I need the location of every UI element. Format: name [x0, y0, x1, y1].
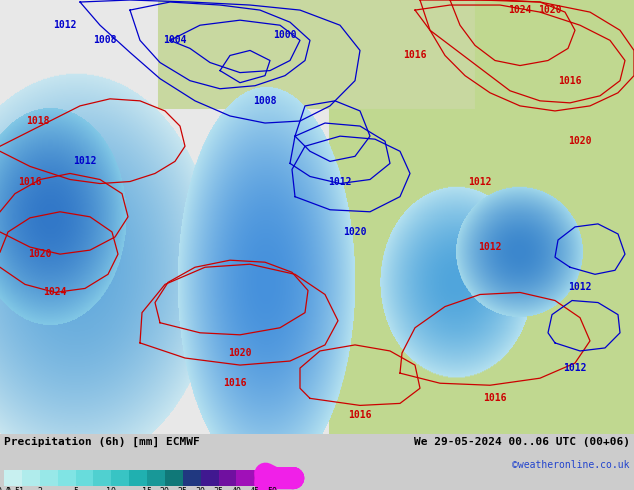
Bar: [183, 470, 200, 486]
Bar: [22, 470, 40, 486]
Text: 1024: 1024: [43, 288, 67, 297]
Text: 1016: 1016: [559, 75, 582, 86]
Text: 2: 2: [37, 487, 42, 490]
Bar: [272, 470, 290, 486]
Text: 1020: 1020: [29, 249, 52, 259]
Text: 20: 20: [160, 487, 170, 490]
Text: 1020: 1020: [568, 136, 592, 146]
Bar: [254, 470, 272, 486]
Text: 30: 30: [196, 487, 205, 490]
Text: 10: 10: [107, 487, 116, 490]
Text: 35: 35: [214, 487, 224, 490]
Text: ©weatheronline.co.uk: ©weatheronline.co.uk: [512, 460, 630, 470]
Text: 1004: 1004: [163, 35, 187, 46]
Text: 1012: 1012: [478, 242, 501, 252]
Bar: [40, 470, 58, 486]
Text: 1012: 1012: [328, 176, 352, 187]
Text: 5: 5: [73, 487, 78, 490]
Text: 1016: 1016: [223, 378, 247, 388]
Text: 50: 50: [267, 487, 277, 490]
Bar: [93, 470, 111, 486]
Text: 15: 15: [142, 487, 152, 490]
Text: 1012: 1012: [469, 176, 492, 187]
Bar: [129, 470, 147, 486]
Bar: [236, 470, 254, 486]
Text: 1020: 1020: [228, 348, 252, 358]
Text: 1018: 1018: [26, 116, 49, 126]
Text: We 29-05-2024 00..06 UTC (00+06): We 29-05-2024 00..06 UTC (00+06): [414, 437, 630, 446]
Text: 25: 25: [178, 487, 188, 490]
Text: 1000: 1000: [273, 30, 297, 40]
Text: 1016: 1016: [18, 176, 42, 187]
Text: 1016: 1016: [403, 50, 427, 60]
Text: 1012: 1012: [568, 282, 592, 293]
Bar: [219, 470, 236, 486]
Polygon shape: [290, 470, 304, 486]
Bar: [165, 470, 183, 486]
Bar: [4, 470, 22, 486]
Text: 0.1: 0.1: [0, 487, 11, 490]
Text: 1012: 1012: [53, 20, 77, 30]
Bar: [58, 470, 75, 486]
Text: 1020: 1020: [538, 5, 562, 15]
Text: 1024: 1024: [508, 5, 532, 15]
Text: 1016: 1016: [483, 393, 507, 403]
Text: 40: 40: [231, 487, 242, 490]
Text: 1012: 1012: [74, 156, 97, 167]
Text: 1012: 1012: [563, 363, 586, 373]
Text: 1016: 1016: [348, 411, 372, 420]
Text: 1008: 1008: [93, 35, 117, 46]
Text: 1008: 1008: [253, 96, 277, 106]
Text: Precipitation (6h) [mm] ECMWF: Precipitation (6h) [mm] ECMWF: [4, 437, 200, 447]
Text: 1020: 1020: [343, 227, 366, 237]
Text: 0.5: 0.5: [6, 487, 20, 490]
Bar: [147, 470, 165, 486]
Bar: [75, 470, 93, 486]
Bar: [200, 470, 219, 486]
Text: 45: 45: [249, 487, 259, 490]
Text: 1: 1: [20, 487, 24, 490]
Bar: [111, 470, 129, 486]
